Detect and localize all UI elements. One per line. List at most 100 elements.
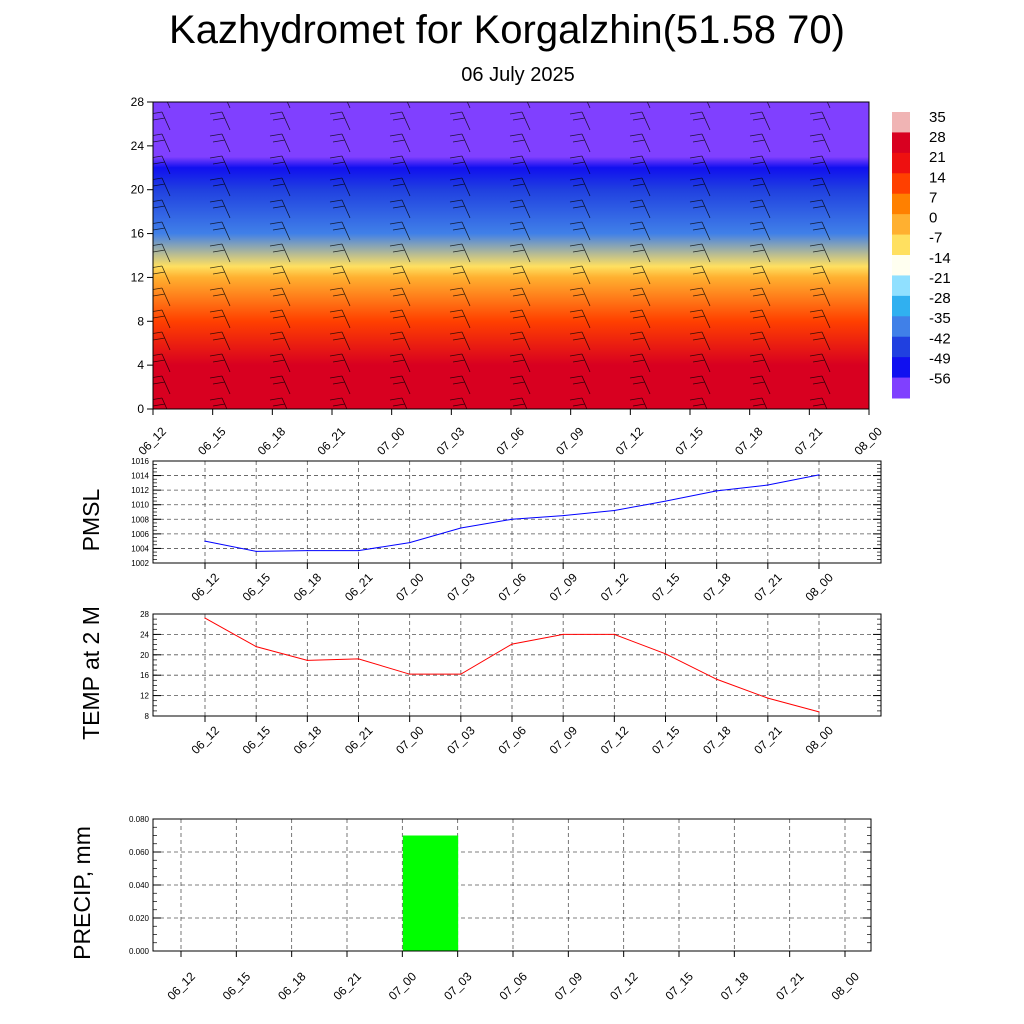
y-tick-label: 12 (140, 692, 149, 701)
x-tick-label: 08_00 (802, 723, 836, 757)
y-tick-label: 8 (145, 712, 150, 721)
x-tick-label: 06_18 (255, 424, 289, 458)
data-point (255, 550, 257, 552)
colorbar-label: 35 (929, 109, 946, 126)
data-point (511, 643, 513, 645)
x-tick-label: 07_09 (553, 424, 587, 458)
x-tick-label: 07_00 (393, 570, 427, 604)
x-tick-label: 06_12 (188, 570, 222, 604)
colorbar-swatch (892, 234, 910, 256)
colorbar-swatch (892, 214, 910, 236)
data-point (204, 617, 206, 619)
x-tick-label: 07_21 (773, 969, 807, 1003)
x-tick-label: 06_21 (342, 723, 376, 757)
x-tick-label: 06_12 (135, 424, 169, 458)
y-tick-label: 0.080 (129, 815, 150, 824)
data-point (767, 484, 769, 486)
x-tick-label: 07_09 (547, 723, 581, 757)
colorbar-swatch (892, 132, 910, 154)
x-tick-label: 08_00 (851, 424, 885, 458)
colorbar-label: -56 (929, 371, 951, 388)
y-tick-label: 1006 (131, 530, 149, 539)
x-tick-label: 07_06 (493, 424, 527, 458)
x-tick-label: 07_21 (751, 723, 785, 757)
x-tick-label: 07_09 (552, 969, 586, 1003)
x-tick-label: 07_03 (434, 424, 468, 458)
x-tick-label: 06_21 (342, 570, 376, 604)
x-tick-label: 07_00 (374, 424, 408, 458)
data-point (613, 509, 615, 512)
x-tick-label: 07_06 (495, 723, 529, 757)
colorbar-label: 7 (929, 189, 937, 206)
colorbar-swatch (892, 112, 910, 133)
colorbar-label: -28 (929, 290, 951, 307)
colorbar-label: -21 (929, 270, 951, 287)
y-tick-label: 0.060 (129, 848, 150, 857)
y-tick-label: 1002 (131, 559, 149, 568)
x-tick-label: 07_00 (393, 723, 427, 757)
colorbar-swatch (892, 295, 910, 317)
colorbar-swatch (892, 336, 910, 358)
y-tick-label: 28 (131, 95, 145, 109)
data-point (357, 658, 360, 660)
data-point (511, 518, 513, 520)
x-tick-label: 07_12 (613, 424, 647, 458)
colorbar-label: -14 (929, 250, 951, 267)
x-tick-label: 07_15 (649, 570, 683, 604)
y-tick-label: 24 (140, 630, 149, 639)
y-axis-label: PMSL (78, 488, 104, 551)
precip-bar (402, 835, 459, 951)
y-tick-label: 20 (131, 183, 145, 197)
colorbar-label: 28 (929, 129, 946, 146)
data-point (306, 659, 308, 662)
data-point (818, 474, 820, 476)
colorbar-swatch (892, 173, 910, 195)
plot-frame (152, 460, 882, 564)
x-tick-label: 07_18 (700, 570, 734, 604)
x-tick-label: 07_18 (732, 424, 766, 458)
y-tick-label: 8 (137, 314, 144, 328)
x-tick-label: 07_09 (547, 570, 581, 604)
x-tick-label: 07_12 (598, 570, 632, 604)
colorbar-label: -49 (929, 350, 951, 367)
colorbar-label: -42 (929, 330, 951, 347)
colorbar-swatch (892, 152, 910, 174)
x-tick-label: 07_00 (386, 969, 420, 1003)
data-point (409, 673, 411, 675)
page-title: Kazhydromet for Korgalzhin(51.58 70) (169, 8, 845, 52)
data-point (460, 527, 462, 529)
y-tick-label: 0.020 (129, 914, 150, 923)
x-tick-label: 06_15 (195, 424, 229, 458)
y-tick-label: 1008 (131, 515, 149, 524)
x-tick-label: 06_21 (314, 424, 348, 458)
x-tick-label: 07_15 (662, 969, 696, 1003)
x-tick-label: 08_00 (802, 570, 836, 604)
x-tick-label: 07_21 (751, 570, 785, 604)
y-tick-label: 16 (131, 227, 145, 241)
y-tick-label: 0.040 (129, 881, 150, 890)
y-tick-label: 1004 (131, 544, 149, 553)
data-point (306, 550, 308, 552)
colorbar-swatch (892, 316, 910, 338)
colorbar-label: 14 (929, 169, 946, 186)
x-tick-label: 07_18 (718, 969, 752, 1003)
x-tick-label: 07_15 (672, 424, 706, 458)
plot-frame (152, 613, 882, 717)
x-tick-label: 06_18 (291, 570, 325, 604)
plot-frame (152, 818, 872, 952)
y-tick-label: 0 (137, 402, 144, 416)
colorbar-swatch (892, 193, 910, 215)
data-point (716, 678, 718, 680)
colorbar-label: 21 (929, 149, 946, 166)
data-point (716, 490, 718, 492)
y-tick-label: 4 (137, 358, 144, 372)
x-tick-label: 07_03 (444, 723, 478, 757)
temperature-panel: 8 12 16 20 24 28 06_12 06_15 06_18 06_21 07_00 07_0… (78, 606, 882, 757)
x-tick-label: 07_03 (441, 969, 475, 1003)
wind-barbs (153, 102, 869, 409)
data-point (357, 550, 360, 552)
x-tick-label: 07_21 (792, 424, 826, 458)
precipitation-panel: 0.000 0.020 0.040 0.060 0.080 06_12 06_15 06_18… (69, 815, 872, 1003)
x-tick-label: 06_12 (188, 723, 222, 757)
